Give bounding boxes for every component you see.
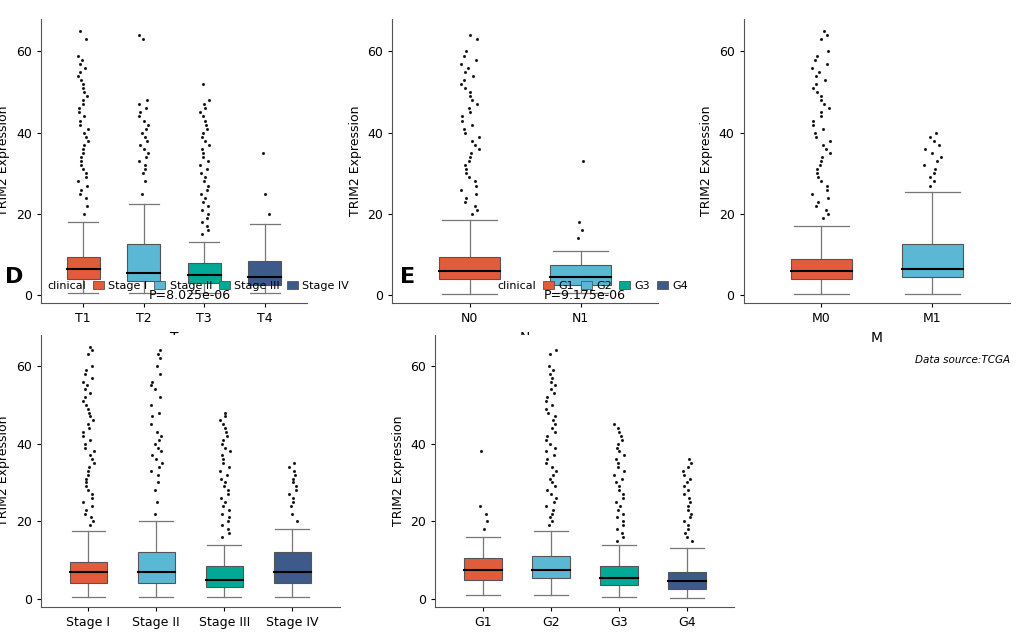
Y-axis label: TRIM2 Expression: TRIM2 Expression	[348, 106, 362, 216]
Text: Data source:TCGA: Data source:TCGA	[562, 355, 657, 365]
Text: Data source:TCGA: Data source:TCGA	[212, 355, 307, 365]
Y-axis label: TRIM2 Expression: TRIM2 Expression	[391, 416, 405, 526]
Text: P=8.025e-06: P=8.025e-06	[149, 289, 231, 302]
Bar	[532, 556, 569, 578]
Bar	[127, 245, 160, 281]
Y-axis label: TRIM2 Expression: TRIM2 Expression	[699, 106, 712, 216]
Bar	[69, 562, 107, 583]
Bar	[790, 258, 851, 279]
Text: D: D	[5, 267, 23, 287]
X-axis label: M: M	[870, 331, 881, 345]
Bar	[901, 245, 962, 277]
Text: E: E	[399, 267, 415, 287]
Bar	[138, 552, 175, 583]
Bar	[187, 263, 220, 283]
Legend: clinical, G1, G2, G3, G4: clinical, G1, G2, G3, G4	[481, 281, 687, 291]
Y-axis label: TRIM2 Expression: TRIM2 Expression	[0, 416, 10, 526]
Bar	[464, 558, 501, 580]
Bar	[599, 566, 637, 585]
Bar	[549, 265, 610, 285]
Bar	[439, 257, 500, 279]
Legend: clinical, Stage I, Stage II, Stage III, Stage IV: clinical, Stage I, Stage II, Stage III, …	[32, 281, 348, 291]
Bar	[667, 572, 705, 589]
X-axis label: T: T	[169, 331, 178, 345]
Text: Data source:TCGA: Data source:TCGA	[914, 355, 1009, 365]
Y-axis label: TRIM2 Expression: TRIM2 Expression	[0, 106, 10, 216]
Bar	[248, 260, 281, 285]
X-axis label: N: N	[520, 331, 530, 345]
Bar	[66, 257, 100, 279]
Text: P=9.175e-06: P=9.175e-06	[543, 289, 626, 302]
Bar	[206, 566, 243, 587]
Bar	[273, 552, 311, 583]
